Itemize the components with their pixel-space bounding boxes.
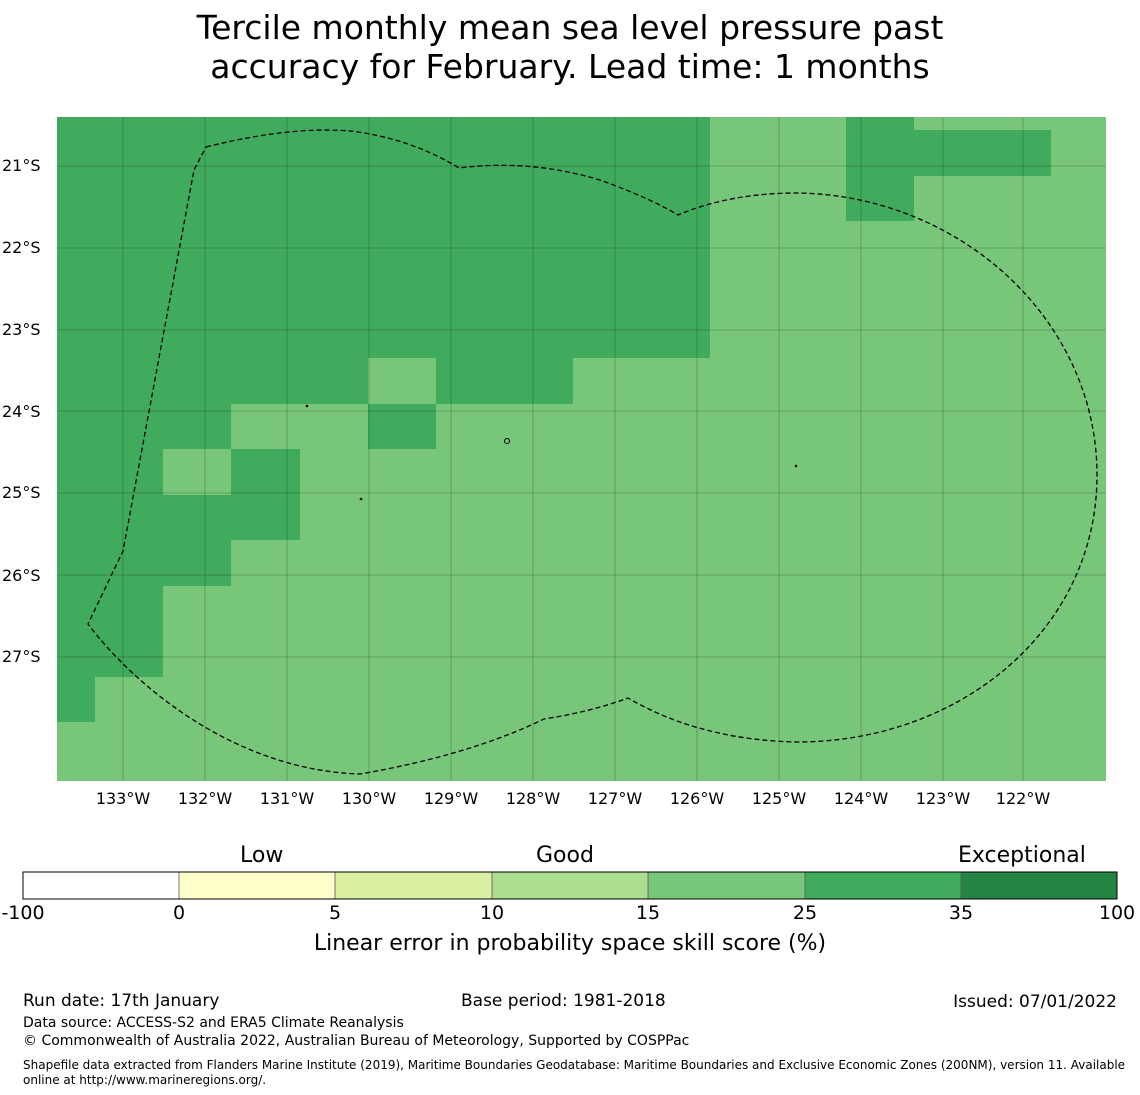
colorbar-segment: [335, 872, 492, 899]
region-cell-k: [846, 117, 914, 221]
region-nw-block: [57, 117, 710, 358]
lat-label-26s: 26°S: [2, 566, 41, 585]
lat-label-27s: 27°S: [2, 647, 41, 666]
island-icon: [359, 497, 363, 501]
lon-label-123w: 123°W: [915, 789, 971, 808]
lon-label-122w: 122°W: [995, 789, 1051, 808]
colorbar-tick: 0: [172, 902, 186, 924]
region-strip-b: [436, 358, 573, 404]
region-strip-h: [57, 540, 231, 586]
lon-label-125w: 125°W: [751, 789, 807, 808]
colorbar-segment: [805, 872, 961, 899]
colorbar-tick: 100: [1098, 902, 1136, 924]
lon-label-132w: 132°W: [177, 789, 233, 808]
colorbar-segment: [961, 872, 1117, 899]
region-strip-i: [57, 586, 163, 677]
region-strip-j: [57, 677, 95, 722]
colorbar-tick: 5: [328, 902, 342, 924]
colorbar-tick: -100: [1, 902, 45, 924]
island-icon: [794, 464, 798, 468]
copyright: © Commonwealth of Australia 2022, Austra…: [23, 1033, 690, 1049]
shapefile-credit: Shapefile data extracted from Flanders M…: [23, 1058, 1126, 1087]
lon-label-128w: 128°W: [505, 789, 561, 808]
lat-label-23s: 23°S: [2, 320, 41, 339]
colorbar-category-exceptional: Exceptional: [958, 843, 1086, 868]
lat-label-24s: 24°S: [2, 402, 41, 421]
colorbar-tick: 15: [635, 902, 661, 924]
lon-label-130w: 130°W: [341, 789, 397, 808]
graticule: [57, 117, 1106, 781]
colorbar-segment: [492, 872, 648, 899]
region-cell-c: [368, 404, 436, 449]
lat-label-21s: 21°S: [2, 156, 41, 175]
lon-label-129w: 129°W: [423, 789, 479, 808]
colorbar-segment: [23, 872, 179, 899]
colorbar-category-good: Good: [536, 843, 594, 868]
base-period: Base period: 1981-2018: [461, 991, 666, 1011]
colorbar: [22, 871, 1118, 900]
skill-map: [57, 117, 1106, 781]
island-icon: [504, 438, 510, 444]
colorbar-tick: 35: [948, 902, 974, 924]
lon-label-124w: 124°W: [833, 789, 889, 808]
region-cell-f: [231, 449, 300, 540]
eez-boundary: [87, 129, 1098, 775]
lat-label-25s: 25°S: [2, 483, 41, 502]
chart-title: Tercile monthly mean sea level pressure …: [0, 8, 1140, 86]
title-line-2: accuracy for February. Lead time: 1 mont…: [210, 47, 930, 86]
issued-date: Issued: 07/01/2022: [953, 992, 1117, 1012]
lon-label-127w: 127°W: [587, 789, 643, 808]
lat-label-22s: 22°S: [2, 238, 41, 257]
run-date: Run date: 17th January: [23, 991, 220, 1011]
region-strip-e: [57, 449, 163, 495]
title-line-1: Tercile monthly mean sea level pressure …: [196, 8, 944, 47]
region-strip-a: [57, 358, 368, 404]
colorbar-tick: 10: [479, 902, 505, 924]
island-markers: [305, 404, 798, 501]
lon-label-126w: 126°W: [669, 789, 725, 808]
colorbar-tick: 25: [792, 902, 818, 924]
lon-label-131w: 131°W: [259, 789, 315, 808]
region-cell-l: [914, 130, 1051, 176]
colorbar-segment: [648, 872, 805, 899]
region-strip-g: [57, 495, 231, 540]
lon-label-133w: 133°W: [95, 789, 151, 808]
colorbar-category-low: Low: [240, 843, 284, 868]
colorbar-label: Linear error in probability space skill …: [313, 931, 827, 956]
data-source: Data source: ACCESS-S2 and ERA5 Climate …: [23, 1015, 404, 1031]
colorbar-segment: [179, 872, 335, 899]
island-icon: [305, 404, 309, 408]
